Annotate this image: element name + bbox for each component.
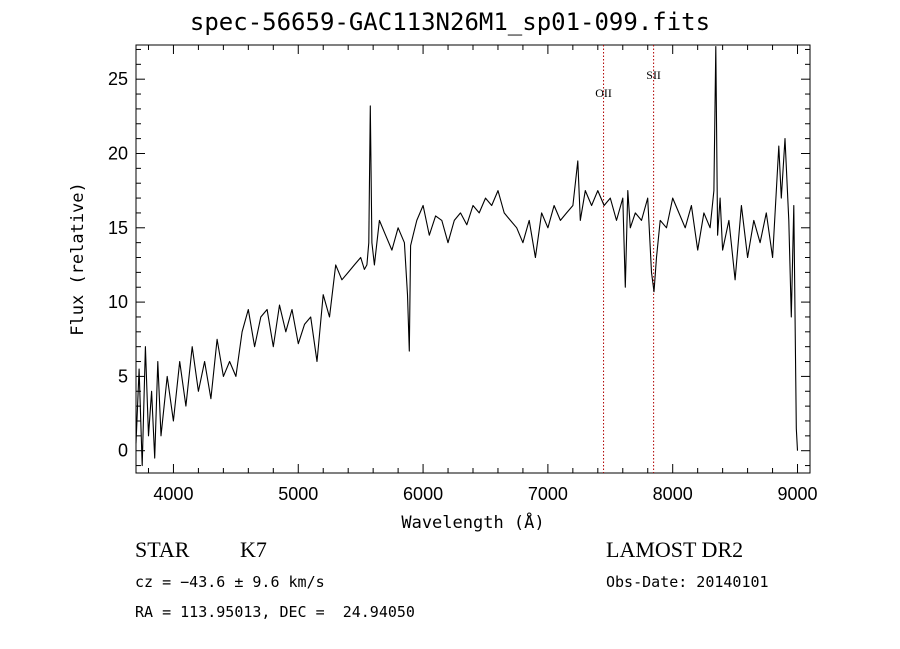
y-tick-label: 5 — [118, 366, 128, 386]
redshift-label: cz = −43.6 ± 9.6 km/s — [135, 573, 325, 591]
plot-frame — [135, 44, 811, 474]
x-tick-label: 4000 — [153, 484, 193, 504]
y-tick-label: 15 — [108, 218, 128, 238]
x-tick-label: 5000 — [278, 484, 318, 504]
line-marker-label: OII — [595, 86, 612, 100]
y-tick-label: 25 — [108, 69, 128, 89]
survey-label: LAMOST DR2 — [606, 537, 744, 562]
y-tick-label: 0 — [118, 441, 128, 461]
object-subclass: K7 — [240, 537, 267, 562]
x-tick-label: 9000 — [777, 484, 817, 504]
line-marker-label: SII — [646, 68, 661, 82]
chart-title: spec-56659-GAC113N26M1_sp01-099.fits — [189, 8, 711, 36]
x-axis-label: Wavelength (Å) — [401, 511, 544, 533]
x-tick-label: 7000 — [528, 484, 568, 504]
y-axis-label: Flux (relative) — [68, 182, 88, 336]
y-tick-label: 10 — [108, 292, 128, 312]
spectrum-line — [135, 45, 799, 467]
object-class: STAR — [135, 537, 190, 562]
x-tick-label: 6000 — [403, 484, 443, 504]
x-tick-label: 8000 — [653, 484, 693, 504]
coordinates-label: RA = 113.95013, DEC = 24.94050 — [135, 603, 415, 621]
y-tick-label: 20 — [108, 143, 128, 163]
obs-date-label: Obs-Date: 20140101 — [606, 573, 769, 591]
